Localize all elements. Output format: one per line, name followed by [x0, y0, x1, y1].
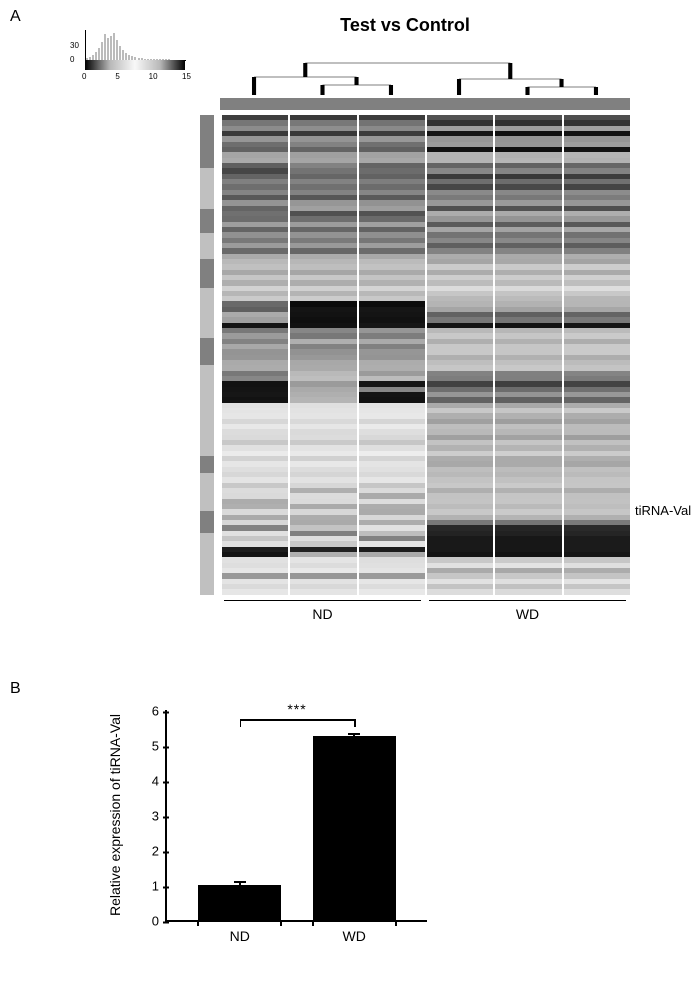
- heatmap-title: Test vs Control: [180, 15, 630, 36]
- bar-chart-ytick: 3: [152, 809, 167, 824]
- color-key-xtick: 10: [149, 72, 158, 81]
- heatmap-cell: [222, 589, 290, 594]
- bar-chart-xlabel: ND: [230, 928, 250, 944]
- color-key-ytick: 0: [70, 55, 74, 64]
- bar-chart-ytick: 2: [152, 844, 167, 859]
- heatmap-row: [222, 589, 632, 594]
- significance-bracket: ***: [167, 710, 427, 920]
- bar-chart-xlabel: WD: [343, 928, 366, 944]
- panel-label-a: A: [10, 8, 21, 26]
- column-dendrogram: [220, 55, 630, 95]
- tirna-val-label: tiRNA-Val: [635, 503, 691, 518]
- bar-chart: Relative expression of tiRNA-Val 0123456…: [115, 700, 435, 960]
- bar-chart-plot-area: 0123456NDWD***: [165, 710, 427, 922]
- heatmap-grid: [220, 115, 632, 595]
- color-key-gradient: [85, 60, 185, 70]
- color-key-histogram: [85, 30, 186, 61]
- bar-chart-ytick: 6: [152, 704, 167, 719]
- heatmap-cell: [359, 589, 427, 594]
- color-key-xtick: 5: [115, 72, 119, 81]
- bar-chart-ytick: 5: [152, 739, 167, 754]
- row-sidebar: [200, 115, 214, 595]
- heatmap-cell: [427, 589, 495, 594]
- significance-stars: ***: [287, 701, 306, 717]
- heatmap-group-label: WD: [429, 600, 626, 630]
- bar-chart-ylabel: Relative expression of tiRNA-Val: [105, 700, 125, 930]
- column-color-strip: [220, 98, 630, 110]
- heatmap-group-label: ND: [224, 600, 421, 630]
- color-key-ytick: 30: [70, 41, 79, 50]
- heatmap-cell: [564, 589, 632, 594]
- bar-chart-ytick: 0: [152, 914, 167, 929]
- panel-label-b: B: [10, 680, 21, 698]
- heatmap: Test vs Control NDWD: [180, 60, 630, 620]
- heatmap-cell: [290, 589, 358, 594]
- heatmap-cell: [495, 589, 563, 594]
- bar-chart-ytick: 1: [152, 879, 167, 894]
- color-key-xtick: 0: [82, 72, 86, 81]
- color-key: 051015 030: [70, 30, 190, 85]
- bar-chart-ytick: 4: [152, 774, 167, 789]
